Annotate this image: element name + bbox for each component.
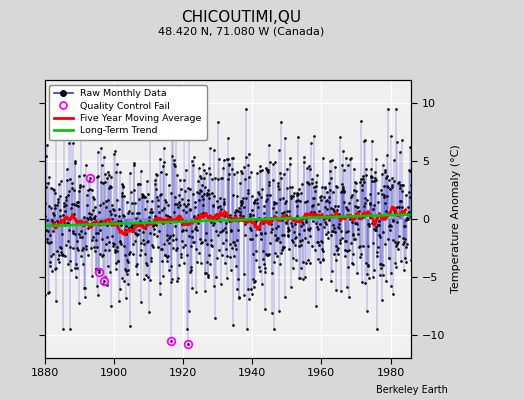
- Legend: Raw Monthly Data, Quality Control Fail, Five Year Moving Average, Long-Term Tren: Raw Monthly Data, Quality Control Fail, …: [49, 85, 206, 140]
- Y-axis label: Temperature Anomaly (°C): Temperature Anomaly (°C): [451, 145, 461, 293]
- Text: Berkeley Earth: Berkeley Earth: [376, 385, 448, 395]
- Text: 48.420 N, 71.080 W (Canada): 48.420 N, 71.080 W (Canada): [158, 26, 324, 36]
- Text: CHICOUTIMI,QU: CHICOUTIMI,QU: [181, 10, 301, 25]
